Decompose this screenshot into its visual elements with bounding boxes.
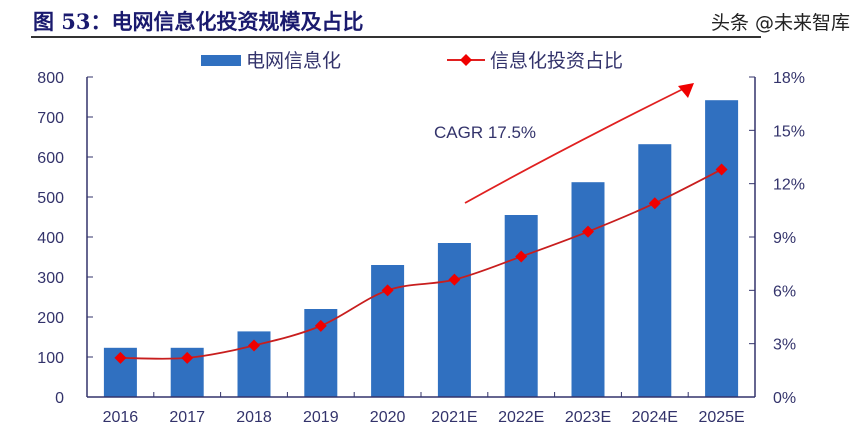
x-tick-label: 2019: [303, 409, 339, 426]
ratio-marker-2017: [181, 351, 194, 364]
left-tick-label: 300: [37, 270, 64, 287]
right-tick-label: 12%: [773, 177, 805, 194]
ratio-marker-2025E: [715, 163, 728, 176]
ratio-marker-2021E: [448, 273, 461, 286]
x-tick-label: 2020: [370, 409, 406, 426]
left-tick-label: 0: [55, 390, 64, 407]
ratio-marker-2024E: [648, 197, 661, 210]
watermark: 头条 @未来智库: [710, 12, 850, 34]
left-tick-label: 800: [37, 70, 64, 87]
bar-2021E: [437, 243, 471, 397]
figure-title: 图 53：电网信息化投资规模及占比: [33, 9, 364, 34]
cagr-arrow: [464, 87, 686, 204]
x-tick-label: 2018: [236, 409, 272, 426]
right-tick-label: 0%: [773, 390, 796, 407]
left-tick-label: 200: [37, 310, 64, 327]
x-tick-label: 2025E: [698, 409, 744, 426]
right-tick-label: 6%: [773, 283, 796, 300]
x-tick-label: 2016: [103, 409, 139, 426]
left-tick-label: 700: [37, 110, 64, 127]
legend-bar-label: 电网信息化: [246, 50, 341, 72]
legend-line-marker: [460, 54, 472, 66]
ratio-marker-2016: [114, 351, 127, 364]
ratio-marker-2020: [381, 284, 394, 297]
left-tick-label: 400: [37, 230, 64, 247]
cagr-annotation: CAGR 17.5%: [434, 123, 536, 142]
left-tick-label: 100: [37, 350, 64, 367]
x-tick-label: 2023E: [565, 409, 611, 426]
x-tick-label: 2022E: [498, 409, 544, 426]
ratio-marker-2018: [248, 339, 260, 352]
right-tick-label: 3%: [773, 337, 796, 354]
x-tick-label: 2021E: [431, 409, 477, 426]
x-tick-label: 2017: [169, 409, 205, 426]
right-tick-label: 18%: [773, 70, 805, 87]
bar-2025E: [705, 100, 739, 397]
right-tick-label: 9%: [773, 230, 796, 247]
right-tick-label: 15%: [773, 123, 805, 140]
left-tick-label: 500: [37, 190, 64, 207]
bar-2023E: [571, 182, 605, 397]
bar-2024E: [638, 144, 672, 397]
ratio-line: [120, 168, 723, 360]
x-tick-label: 2024E: [632, 409, 678, 426]
legend-bar-swatch: [201, 55, 241, 66]
ratio-marker-2022E: [515, 250, 528, 263]
cagr-arrow-head: [678, 83, 694, 98]
title-rule: [31, 36, 761, 38]
legend-line-label: 信息化投资占比: [490, 50, 623, 72]
left-tick-label: 600: [37, 150, 64, 167]
ratio-marker-2023E: [582, 225, 594, 238]
bar-2022E: [504, 215, 538, 397]
ratio-marker-2019: [314, 319, 327, 332]
